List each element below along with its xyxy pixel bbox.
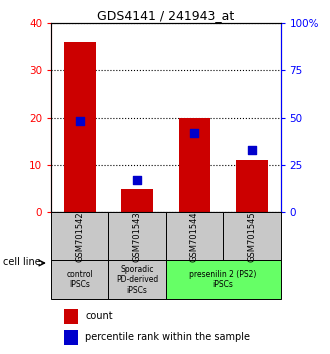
Text: count: count [85,311,113,321]
Bar [166,260,280,299]
Title: GDS4141 / 241943_at: GDS4141 / 241943_at [97,9,234,22]
Text: control
IPSCs: control IPSCs [66,270,93,289]
Bar [109,212,166,260]
Point [192,130,197,136]
Bar [64,42,96,212]
Text: Sporadic
PD-derived
iPSCs: Sporadic PD-derived iPSCs [116,265,158,295]
Point [249,147,254,153]
Bar [223,212,280,260]
Text: percentile rank within the sample: percentile rank within the sample [85,332,250,342]
Bar [121,189,153,212]
Text: GSM701543: GSM701543 [133,211,142,262]
Point [77,119,82,124]
Text: GSM701542: GSM701542 [75,211,84,262]
Text: GSM701545: GSM701545 [247,211,256,262]
Bar [109,260,166,299]
Bar [64,309,78,324]
Bar [166,212,223,260]
Bar [51,260,109,299]
Text: presenilin 2 (PS2)
iPSCs: presenilin 2 (PS2) iPSCs [189,270,257,289]
Point [135,177,140,183]
Text: GSM701544: GSM701544 [190,211,199,262]
Text: cell line: cell line [3,257,41,267]
Bar [179,118,210,212]
Bar [64,330,78,345]
Bar [51,212,109,260]
Bar [236,160,268,212]
